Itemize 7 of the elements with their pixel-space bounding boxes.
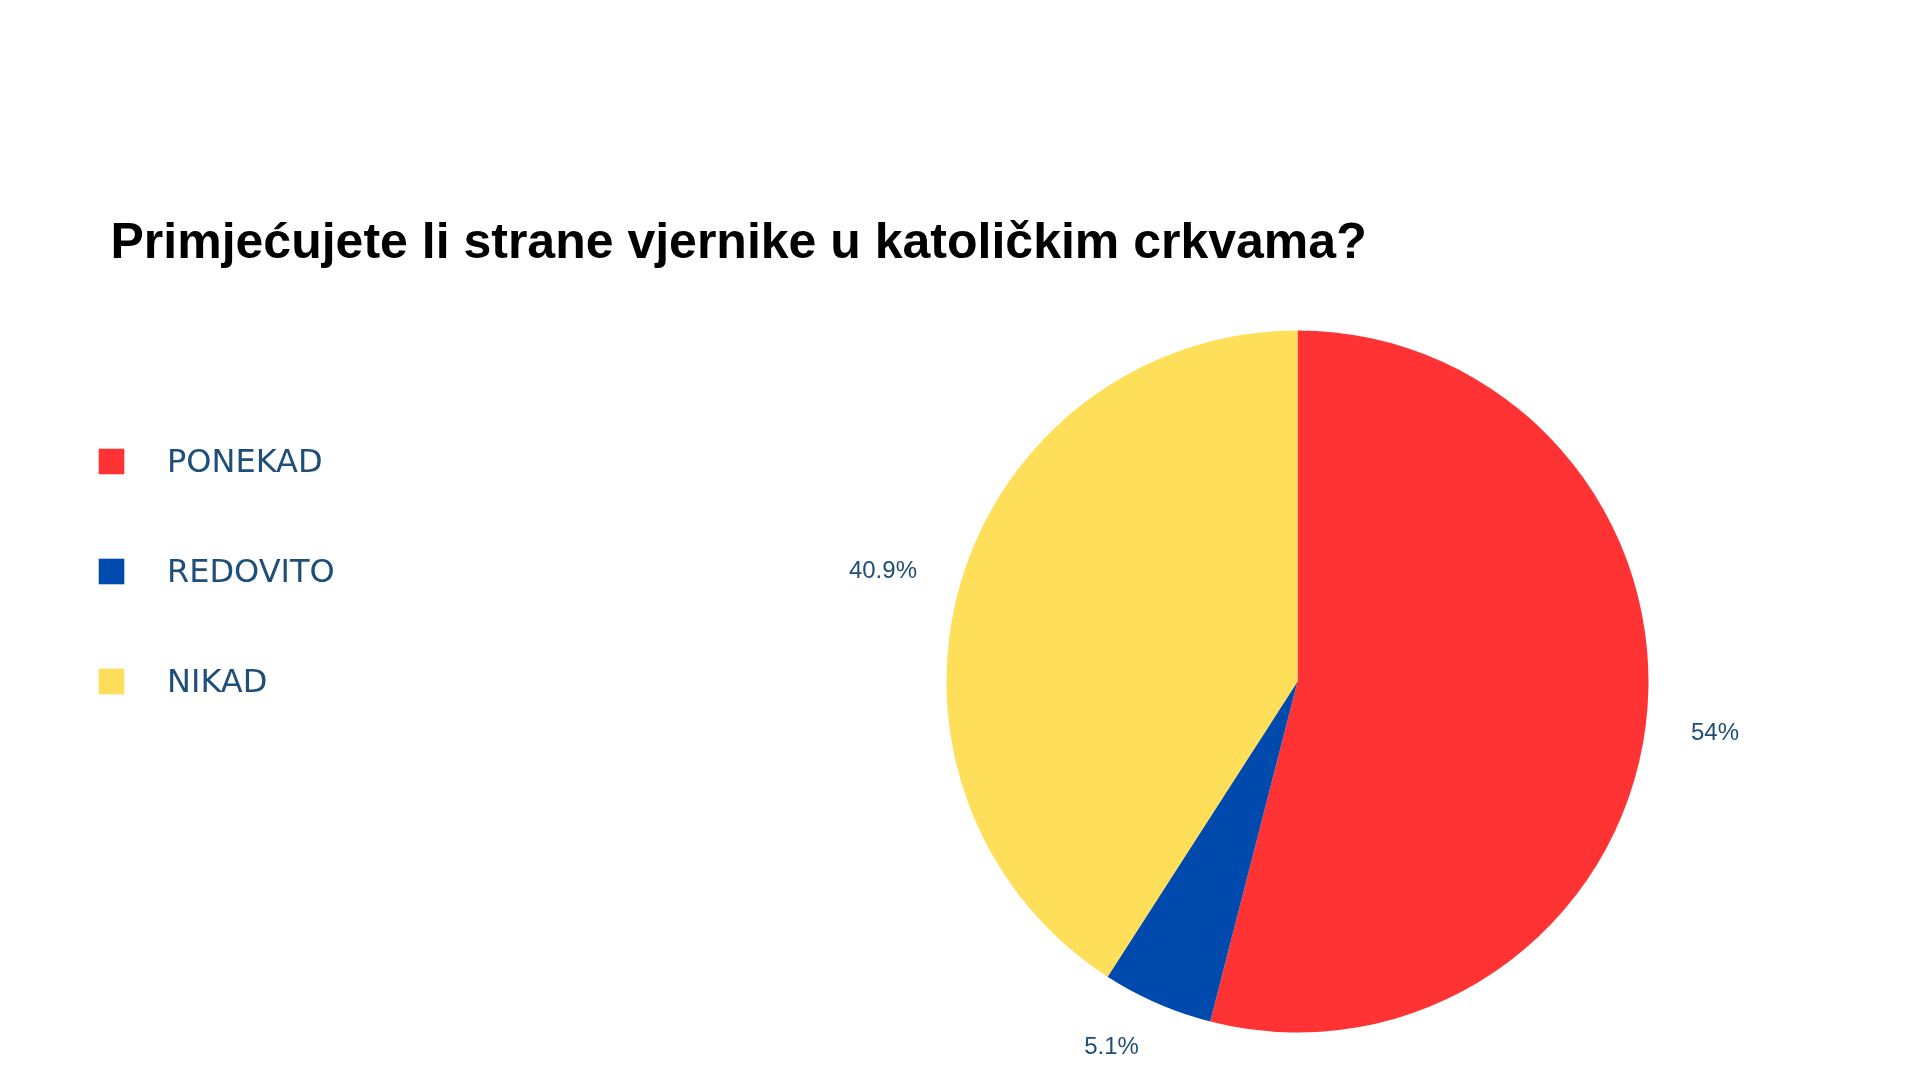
chart-title: Primjećujete li strane vjernike u katoličkim crkvama? — [110, 212, 1367, 269]
legend-label: PONEKAD — [167, 442, 323, 480]
data-label: 40.9% — [848, 556, 917, 584]
data-label: 5.1% — [1084, 1031, 1139, 1059]
legend-label: NIKAD — [167, 662, 268, 700]
data-label: 54% — [1691, 717, 1740, 745]
legend-label: REDOVITO — [167, 552, 335, 590]
